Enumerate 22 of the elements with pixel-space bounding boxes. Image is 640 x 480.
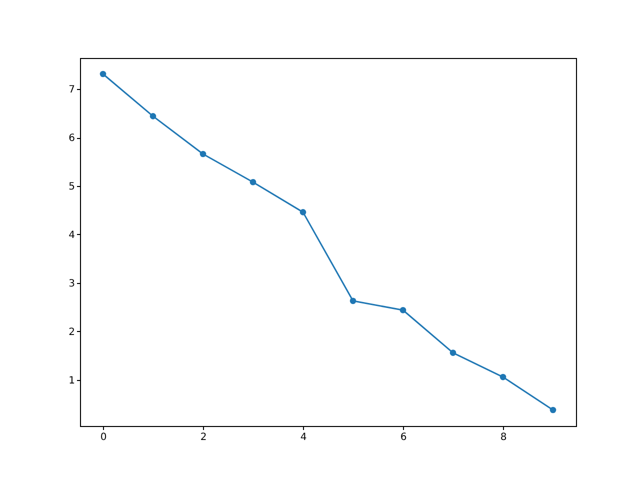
y-tick-label: 6 [68, 133, 75, 144]
x-tick-label: 8 [500, 432, 507, 443]
y-tick-label: 1 [68, 375, 75, 386]
y-tick-label: 4 [68, 230, 75, 241]
point [400, 306, 406, 314]
point [150, 113, 156, 120]
point [100, 70, 106, 78]
point [300, 209, 306, 216]
point [550, 406, 556, 414]
y-tick-label: 5 [68, 182, 75, 192]
point [450, 350, 456, 356]
x-tick-label: 0 [100, 432, 107, 443]
point [250, 178, 256, 186]
point [350, 298, 356, 304]
point [500, 374, 506, 380]
point [200, 150, 206, 158]
y-tick-label: 3 [68, 278, 75, 290]
y-tick-label: 2 [68, 326, 75, 338]
x-tick-label: 2 [200, 432, 207, 443]
y-tick-label: 7 [68, 84, 75, 96]
x-tick-label: 4 [300, 432, 307, 443]
x-tick-label: 6 [400, 432, 407, 443]
